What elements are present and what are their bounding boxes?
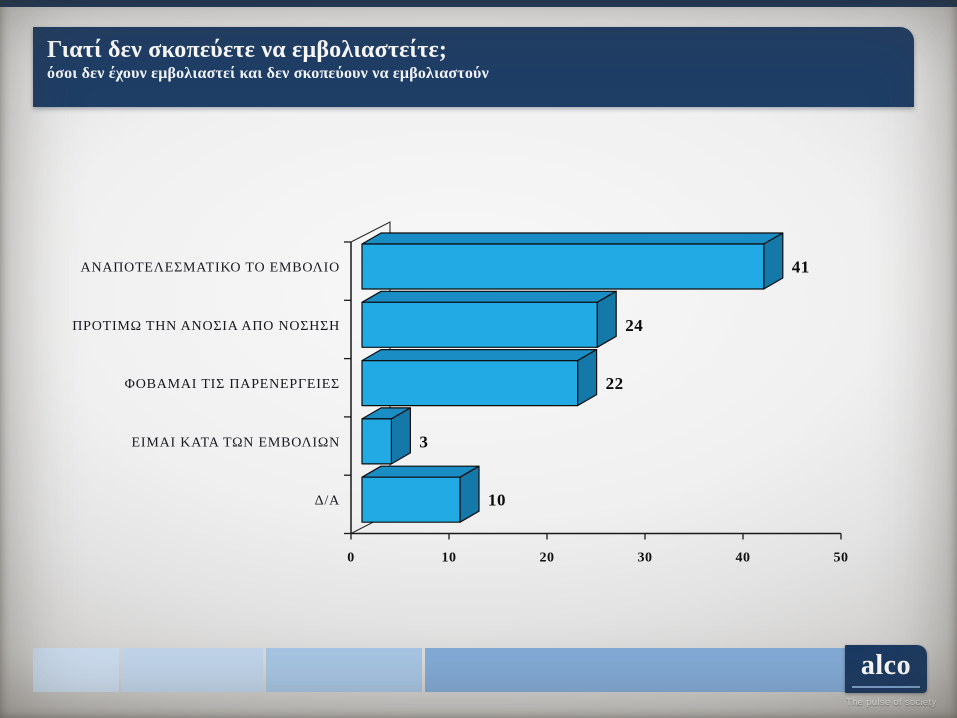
- footer-rect-1: [33, 648, 119, 692]
- slide-header: Γιατί δεν σκοπεύετε να εμβολιαστείτε; όσ…: [33, 27, 914, 107]
- footer-rect-4: [425, 648, 845, 692]
- slide-title: Γιατί δεν σκοπεύετε να εμβολιαστείτε;: [47, 37, 448, 63]
- category-label: ΕΙΜΑΙ ΚΑΤΑ ΤΩΝ ΕΜΒΟΛΙΩΝ: [132, 435, 340, 450]
- x-tick-label: 50: [834, 551, 849, 566]
- bar-value-label: 22: [606, 374, 624, 393]
- bar-group-4: [361, 407, 411, 465]
- bar-front-face: [361, 301, 598, 348]
- bar-group-5: [361, 465, 480, 523]
- x-tick-label: 40: [736, 551, 751, 566]
- category-label: ΦΟΒΑΜΑΙ ΤΙΣ ΠΑΡΕΝΕΡΓΕΙΕΣ: [125, 377, 340, 392]
- bar-front-face: [361, 243, 765, 290]
- bar-top-face: [361, 290, 617, 303]
- bar-top-face: [361, 349, 598, 362]
- category-label: Δ/Α: [315, 494, 340, 509]
- logo-tagline: The pulse of society: [846, 697, 937, 708]
- bar-top-face: [361, 232, 784, 245]
- top-accent-strip: [0, 0, 957, 7]
- x-tick-label: 20: [540, 551, 555, 566]
- alco-logo-underline: [852, 686, 920, 688]
- bar-group-2: [361, 290, 617, 348]
- bar-top-face: [361, 465, 480, 478]
- bar-value-label: 3: [419, 432, 428, 451]
- bar-front-face: [361, 418, 392, 465]
- bar-group-3: [361, 349, 598, 407]
- bar-group-1: [361, 232, 784, 290]
- x-tick-label: 10: [442, 551, 457, 566]
- x-tick-label: 30: [638, 551, 653, 566]
- category-label: ΠΡΟΤΙΜΩ ΤΗΝ ΑΝΟΣΙΑ ΑΠΟ ΝΟΣΗΣΗ: [72, 319, 340, 334]
- bar-value-label: 41: [792, 258, 810, 277]
- slide-subtitle: όσοι δεν έχουν εμβολιαστεί και δεν σκοπε…: [47, 65, 489, 82]
- footer-rect-3: [266, 648, 422, 692]
- x-tick-label: 0: [347, 551, 355, 566]
- bar-front-face: [361, 476, 461, 523]
- bar-value-label: 10: [488, 491, 506, 510]
- bar-value-label: 24: [625, 316, 643, 335]
- alco-logo-text: alco: [860, 650, 912, 681]
- bar-front-face: [361, 360, 579, 407]
- alco-logo: alco: [845, 645, 927, 693]
- category-label: ΑΝΑΠΟΤΕΛΕΣΜΑΤΙΚΟ ΤΟ ΕΜΒΟΛΙΟ: [81, 261, 340, 276]
- footer-rect-2: [121, 648, 263, 692]
